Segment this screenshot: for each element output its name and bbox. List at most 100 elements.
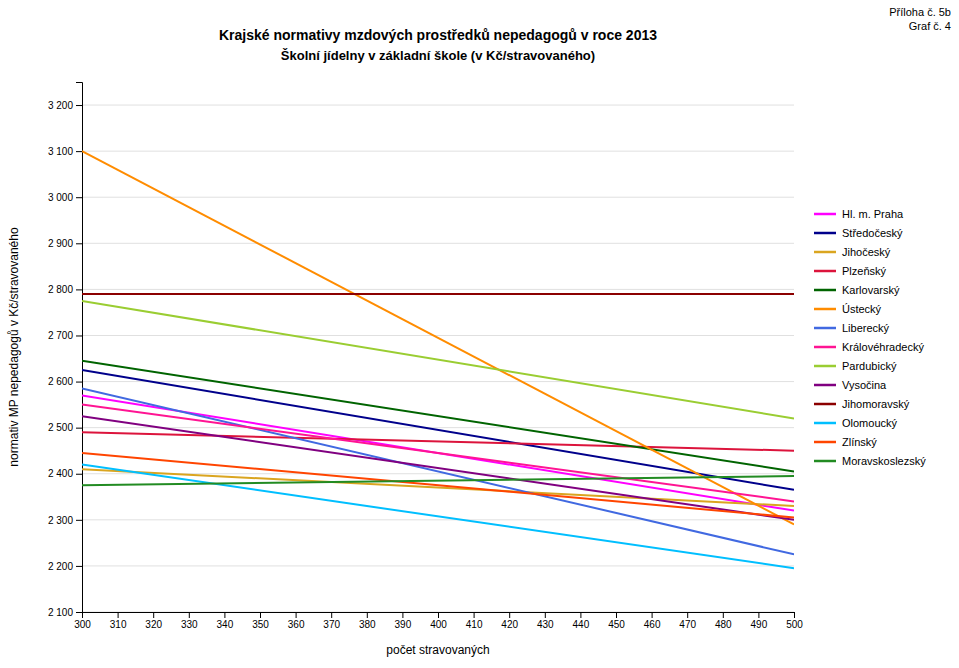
- tick-label: 2 500: [48, 422, 73, 433]
- grid-line: [82, 427, 794, 428]
- tick-mark: [118, 612, 119, 618]
- tick: 360: [288, 612, 305, 630]
- legend-swatch: [814, 346, 836, 349]
- legend-label: Olomoucký: [842, 417, 898, 429]
- y-axis: 2 1002 2002 3002 4002 5002 6002 7002 800…: [48, 83, 83, 618]
- tick: 2 800: [48, 284, 82, 295]
- legend-label: Jihočeský: [842, 246, 891, 258]
- tick: 380: [359, 612, 376, 630]
- x-axis-title: počet stravovaných: [386, 643, 489, 657]
- grid-line: [82, 151, 794, 152]
- tick-mark: [687, 612, 688, 618]
- tick-label: 300: [74, 619, 91, 630]
- tick: 330: [181, 612, 198, 630]
- legend-swatch: [814, 422, 836, 425]
- legend-label: Zlínský: [842, 436, 877, 448]
- tick: 2 300: [48, 515, 82, 526]
- axis-line: [76, 83, 83, 613]
- tick-label: 380: [359, 619, 376, 630]
- grid-line: [82, 289, 794, 290]
- tick: 430: [537, 612, 554, 630]
- tick-mark: [296, 612, 297, 618]
- tick-mark: [794, 612, 795, 618]
- tick: 500: [786, 612, 803, 630]
- tick-mark: [367, 612, 368, 618]
- tick-label: 2 800: [48, 284, 73, 295]
- tick-label: 450: [608, 619, 625, 630]
- series-line: [82, 476, 794, 485]
- legend-item: Hl. m. Praha: [814, 208, 904, 220]
- title: Krajské normativy mzdových prostředků ne…: [219, 27, 657, 43]
- legend-label: Moravskoslezský: [842, 455, 926, 467]
- tick: 440: [573, 612, 590, 630]
- chart: 300 310 320 330 340 350 360 370 380 390 400 410 420 4…: [0, 0, 959, 668]
- legend: Hl. m. Praha Středočeský Jihočeský Plzeňský…: [814, 208, 926, 467]
- tick-label: 350: [252, 619, 269, 630]
- legend-item: Královéhradecký: [814, 341, 924, 353]
- tick-mark: [758, 612, 759, 618]
- tick-mark: [509, 612, 510, 618]
- legend-item: Středočeský: [814, 227, 903, 239]
- tick-label: 3 000: [48, 192, 73, 203]
- tick-label: 320: [145, 619, 162, 630]
- tick-label: 2 700: [48, 330, 73, 341]
- grid-line: [82, 381, 794, 382]
- tick-label: 2 400: [48, 468, 73, 479]
- legend-item: Olomoucký: [814, 417, 898, 429]
- legend-item: Jihomoravský: [814, 398, 910, 410]
- series-line: [82, 301, 794, 419]
- tick: 300: [74, 612, 91, 630]
- tick: 2 400: [48, 468, 82, 479]
- tick-label: 410: [466, 619, 483, 630]
- series-line: [82, 453, 794, 518]
- legend-swatch: [814, 213, 836, 216]
- legend-swatch: [814, 460, 836, 463]
- tick: 400: [430, 612, 447, 630]
- subtitle: Školní jídelny v základní škole (v Kč/st…: [281, 48, 595, 63]
- legend-swatch: [814, 289, 836, 292]
- series-line: [82, 151, 794, 524]
- tick-label: 420: [501, 619, 518, 630]
- tick-label: 330: [181, 619, 198, 630]
- legend-label: Karlovarský: [842, 284, 900, 296]
- tick: 3 000: [48, 192, 82, 203]
- tick: 2 900: [48, 238, 82, 249]
- tick: 420: [501, 612, 518, 630]
- tick-label: 310: [110, 619, 127, 630]
- tick: 3 100: [48, 146, 82, 157]
- tick-label: 370: [323, 619, 340, 630]
- tick: 370: [323, 612, 340, 630]
- tick-mark: [76, 289, 82, 290]
- tick-mark: [76, 520, 82, 521]
- tick: 390: [395, 612, 412, 630]
- tick-mark: [76, 474, 82, 475]
- tick-mark: [438, 612, 439, 618]
- legend-label: Ústecký: [842, 303, 882, 315]
- legend-swatch: [814, 232, 836, 235]
- tick: 340: [217, 612, 234, 630]
- legend-swatch: [814, 441, 836, 444]
- tick: 2 700: [48, 330, 82, 341]
- tick-mark: [76, 566, 82, 567]
- tick-label: 3 200: [48, 100, 73, 111]
- tick-mark: [402, 612, 403, 618]
- tick-label: 460: [644, 619, 661, 630]
- legend-item: Plzeňský: [814, 265, 887, 277]
- grid-line: [82, 565, 794, 566]
- legend-swatch: [814, 403, 836, 406]
- annotation-line: Graf č. 4: [909, 20, 951, 32]
- tick-label: 2 600: [48, 376, 73, 387]
- legend-swatch: [814, 365, 836, 368]
- tick: 2 100: [48, 607, 82, 618]
- legend-label: Hl. m. Praha: [842, 208, 904, 220]
- tick-mark: [224, 612, 225, 618]
- legend-label: Jihomoravský: [842, 398, 910, 410]
- tick-mark: [76, 428, 82, 429]
- tick: 310: [110, 612, 127, 630]
- x-axis: 300 310 320 330 340 350 360 370 380 390 400 410 420 4…: [74, 612, 803, 630]
- tick-mark: [189, 612, 190, 618]
- tick: 480: [715, 612, 732, 630]
- tick: 2 500: [48, 422, 82, 433]
- legend-swatch: [814, 270, 836, 273]
- tick-label: 500: [786, 619, 803, 630]
